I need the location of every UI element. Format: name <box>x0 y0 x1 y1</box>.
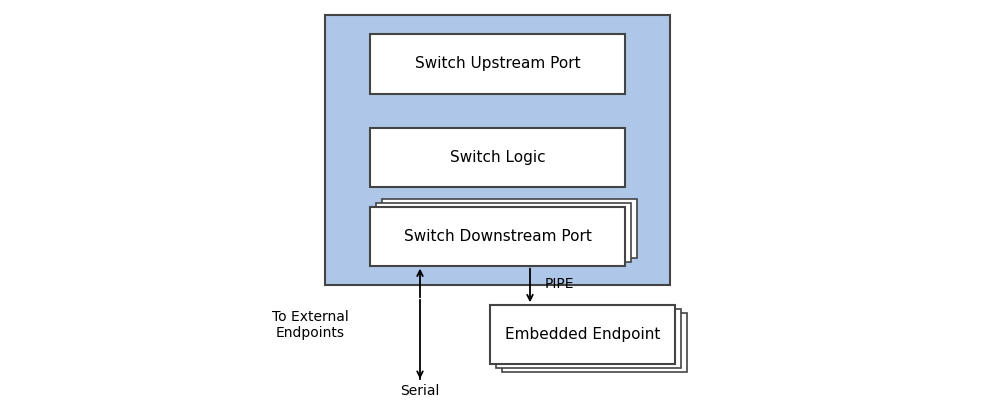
Text: Switch Downstream Port: Switch Downstream Port <box>404 229 591 244</box>
Bar <box>370 34 625 94</box>
Text: Serial: Serial <box>400 384 440 398</box>
Bar <box>382 199 637 258</box>
Text: To External
Endpoints: To External Endpoints <box>272 310 348 340</box>
Text: PIPE: PIPE <box>545 277 574 291</box>
Bar <box>496 309 681 368</box>
Bar <box>502 313 687 372</box>
Text: Switch Upstream Port: Switch Upstream Port <box>415 56 580 72</box>
Bar <box>370 207 625 266</box>
Bar <box>325 15 670 286</box>
Text: Embedded Endpoint: Embedded Endpoint <box>505 327 660 342</box>
Bar <box>370 128 625 187</box>
Text: Switch Logic: Switch Logic <box>450 150 545 165</box>
Bar <box>376 203 631 262</box>
Bar <box>490 305 675 364</box>
